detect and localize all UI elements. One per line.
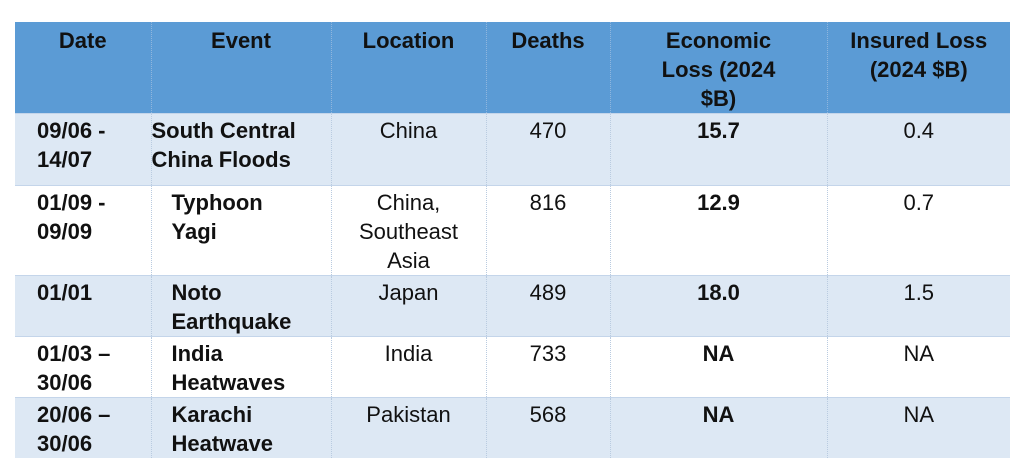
cell-date: 01/03 – 30/06 bbox=[15, 336, 151, 398]
cell-insured-loss: 0.4 bbox=[826, 113, 1010, 186]
cell-insured-loss: NA bbox=[826, 397, 1010, 458]
cell-deaths: 816 bbox=[485, 185, 610, 276]
table-row: 01/09 - 09/09 Typhoon Yagi China, Southe… bbox=[15, 185, 1010, 276]
cell-location: China, Southeast Asia bbox=[330, 185, 486, 276]
cell-event: South Central China Floods bbox=[150, 113, 331, 186]
cell-economic-loss: 18.0 bbox=[609, 275, 827, 337]
table-row: 01/03 – 30/06 India Heatwaves India 733 … bbox=[15, 336, 1010, 398]
cell-event: Noto Earthquake bbox=[150, 275, 331, 337]
table-row: 09/06 - 14/07 South Central China Floods… bbox=[15, 113, 1010, 186]
header-deaths: Deaths bbox=[485, 22, 610, 114]
header-event: Event bbox=[150, 22, 331, 114]
header-economic-loss: Economic Loss (2024 $B) bbox=[609, 22, 827, 114]
cell-location: India bbox=[330, 336, 486, 398]
cell-economic-loss: NA bbox=[609, 336, 827, 398]
cell-deaths: 470 bbox=[485, 113, 610, 186]
cell-date: 09/06 - 14/07 bbox=[15, 113, 151, 186]
header-date: Date bbox=[15, 22, 151, 114]
cell-economic-loss: 12.9 bbox=[609, 185, 827, 276]
cell-deaths: 489 bbox=[485, 275, 610, 337]
cell-deaths: 568 bbox=[485, 397, 610, 458]
header-row: Date Event Location Deaths Economic Loss… bbox=[15, 22, 1010, 114]
cell-location: Pakistan bbox=[330, 397, 486, 458]
cell-event: Typhoon Yagi bbox=[150, 185, 331, 276]
cell-event: Karachi Heatwave bbox=[150, 397, 331, 458]
cell-event: India Heatwaves bbox=[150, 336, 331, 398]
cell-economic-loss: 15.7 bbox=[609, 113, 827, 186]
cell-date: 01/09 - 09/09 bbox=[15, 185, 151, 276]
cell-date: 20/06 – 30/06 bbox=[15, 397, 151, 458]
cell-insured-loss: NA bbox=[826, 336, 1010, 398]
table-row: 20/06 – 30/06 Karachi Heatwave Pakistan … bbox=[15, 397, 1010, 458]
cell-economic-loss: NA bbox=[609, 397, 827, 458]
cell-insured-loss: 0.7 bbox=[826, 185, 1010, 276]
header-insured-loss: Insured Loss (2024 $B) bbox=[826, 22, 1010, 114]
cell-insured-loss: 1.5 bbox=[826, 275, 1010, 337]
disasters-table: Date Event Location Deaths Economic Loss… bbox=[15, 22, 1010, 458]
cell-date: 01/01 bbox=[15, 275, 151, 337]
header-location: Location bbox=[330, 22, 486, 114]
table-row: 01/01 Noto Earthquake Japan 489 18.0 1.5 bbox=[15, 275, 1010, 337]
cell-deaths: 733 bbox=[485, 336, 610, 398]
cell-location: Japan bbox=[330, 275, 486, 337]
cell-location: China bbox=[330, 113, 486, 186]
